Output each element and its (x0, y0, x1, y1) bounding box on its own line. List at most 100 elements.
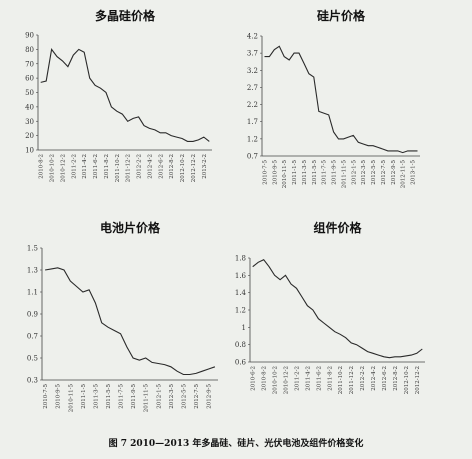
y-tick-label: 2.7 (247, 84, 258, 92)
x-tick-label: 2011-3-5 (302, 160, 308, 185)
x-tick-label: 2011-11-5 (144, 384, 150, 413)
x-tick-label: 2013-2-2 (202, 154, 208, 179)
x-tick-label: 2011-2-2 (71, 154, 77, 179)
x-tick-label: 2011-4-2 (305, 366, 311, 391)
x-tick-label: 2011-10-2 (115, 154, 121, 182)
x-tick-label: 2012-4-2 (147, 154, 153, 179)
y-tick-label: 40 (25, 103, 34, 111)
y-tick-label: 10 (25, 147, 34, 155)
x-tick-label: 2011-6-2 (316, 366, 322, 391)
x-tick-label: 2011-5-5 (106, 384, 112, 409)
y-tick-label: 1.8 (235, 255, 246, 263)
x-tick-label: 2012-12-2 (191, 154, 197, 182)
caption: 图 7 2010—2013 年多晶硅、硅片、光伏电池及组件价格变化 (109, 437, 364, 449)
x-tick-label: 2012-8-2 (169, 154, 175, 179)
y-tick-label: 3.2 (247, 67, 258, 75)
y-tick-label: 0.8 (235, 341, 246, 349)
y-tick-label: 90 (25, 32, 34, 40)
x-tick-label: 2012-10-2 (180, 154, 186, 182)
x-tick-label: 2012-9-5 (391, 160, 397, 185)
y-tick-label: 1.6 (235, 272, 247, 280)
chart-title: 硅片价格 (317, 8, 366, 23)
x-tick-label: 2010-8-2 (262, 366, 268, 391)
y-tick-label: 0.7 (247, 153, 258, 161)
x-tick-label: 2012-7-5 (381, 160, 387, 185)
x-tick-label: 2012-8-2 (393, 366, 399, 391)
y-tick-label: 3.7 (247, 50, 258, 58)
y-tick-label: 80 (25, 46, 34, 54)
y-tick-label: 1.4 (235, 289, 247, 297)
y-tick-label: 1 (242, 324, 246, 332)
x-tick-label: 2011-4-2 (82, 154, 88, 179)
x-tick-label: 2010-6-2 (251, 366, 257, 391)
y-tick-label: 2.2 (247, 101, 258, 109)
y-tick-label: 0.7 (27, 333, 38, 341)
x-tick-label: 2011-9-5 (332, 160, 338, 185)
y-tick-label: 4.2 (247, 33, 258, 41)
x-tick-label: 2011-1-5 (81, 384, 87, 409)
y-tick-label: 0.9 (27, 311, 38, 319)
y-tick-label: 1.2 (235, 307, 246, 315)
y-tick-label: 50 (25, 89, 34, 97)
y-tick-label: 1.3 (27, 267, 38, 275)
x-tick-label: 2010-12-2 (60, 154, 66, 182)
x-tick-label: 2011-9-5 (131, 384, 137, 409)
x-tick-label: 2010-9-5 (56, 384, 62, 409)
y-tick-label: 70 (25, 60, 34, 68)
x-tick-label: 2010-7-5 (43, 384, 49, 409)
x-tick-label: 2011-8-2 (327, 366, 333, 391)
x-tick-label: 2011-5-5 (312, 160, 318, 185)
x-tick-label: 2012-2-2 (360, 366, 366, 391)
x-tick-label: 2011-1-5 (292, 160, 298, 185)
y-tick-label: 1.1 (27, 289, 38, 297)
x-tick-label: 2012-9-5 (207, 384, 213, 409)
x-tick-label: 2011-7-5 (119, 384, 125, 409)
price-line (264, 45, 418, 154)
x-tick-label: 2010-9-5 (272, 160, 278, 185)
x-tick-label: 2012-6-2 (382, 366, 388, 391)
x-tick-label: 2012-1-5 (351, 160, 357, 185)
y-tick-label: 20 (25, 132, 34, 140)
y-tick-label: 0.6 (235, 359, 247, 367)
x-tick-label: 2012-3-5 (361, 160, 367, 185)
x-tick-label: 2012-1-5 (156, 384, 162, 409)
x-tick-label: 2012-12-2 (415, 366, 421, 394)
x-tick-label: 2012-5-5 (181, 384, 187, 409)
x-tick-label: 2012-2-2 (137, 154, 143, 179)
x-tick-label: 2010-11-5 (282, 160, 288, 189)
x-tick-label: 2011-3-5 (93, 384, 99, 409)
x-tick-label: 2010-10-2 (273, 366, 279, 394)
x-tick-label: 2011-12-2 (349, 366, 355, 394)
chart-title: 组件价格 (313, 220, 362, 235)
chart-title: 多晶硅价格 (95, 8, 156, 23)
x-tick-label: 2012-11-5 (401, 160, 407, 189)
x-tick-label: 2011-6-2 (93, 154, 99, 179)
y-tick-label: 1.2 (247, 135, 258, 143)
y-tick-label: 1.7 (247, 118, 258, 126)
y-tick-label: 60 (25, 75, 34, 83)
x-tick-label: 2013-1-5 (411, 160, 417, 185)
x-tick-label: 2012-6-2 (158, 154, 164, 179)
x-tick-label: 2010-7-5 (262, 160, 268, 185)
x-tick-label: 2011-8-2 (104, 154, 110, 179)
price-line (45, 267, 216, 376)
y-tick-label: 30 (25, 118, 34, 126)
x-tick-label: 2012-5-5 (371, 160, 377, 185)
y-tick-label: 0.5 (27, 355, 38, 363)
x-tick-label: 2011-2-2 (294, 366, 300, 391)
x-tick-label: 2011-10-2 (338, 366, 344, 394)
x-tick-label: 2011-11-5 (341, 160, 347, 189)
x-tick-label: 2012-10-2 (404, 366, 410, 394)
x-tick-label: 2010-8-2 (39, 154, 45, 179)
x-tick-label: 2011-7-5 (322, 160, 328, 185)
chart-title: 电池片价格 (100, 220, 161, 235)
x-tick-label: 2012-3-5 (169, 384, 175, 409)
y-tick-label: 1.5 (27, 245, 38, 253)
x-tick-label: 2011-12-2 (126, 154, 132, 182)
price-line (252, 259, 423, 359)
x-tick-label: 2010-12-2 (284, 366, 290, 394)
x-tick-label: 2012-4-2 (371, 366, 377, 391)
x-tick-label: 2010-11-5 (68, 384, 74, 413)
